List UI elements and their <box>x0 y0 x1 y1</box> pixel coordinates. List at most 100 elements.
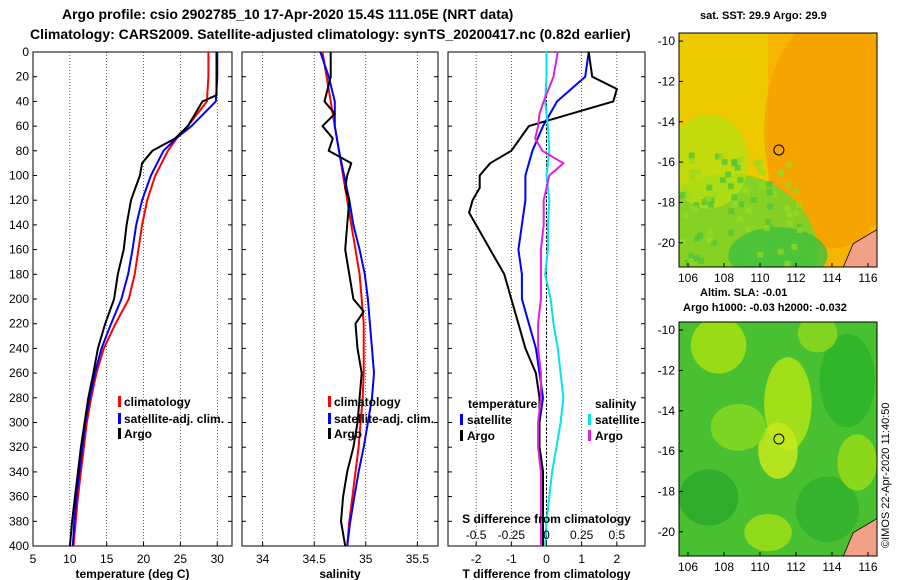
salinity-difference-tick-label: 0.5 <box>609 528 626 542</box>
temperature-line-1 <box>71 52 219 547</box>
difference-legend-salinity-title: salinity <box>595 397 637 411</box>
difference-legend-label: satellite <box>467 413 512 427</box>
panel-1-frame <box>32 51 233 547</box>
salinity-legend-label: Argo <box>334 427 362 441</box>
depth-tick-label: 0 <box>22 45 29 59</box>
difference-line-3 <box>534 51 565 546</box>
depth-tick-label: 260 <box>9 366 29 380</box>
sla-map-lon-label: 112 <box>786 560 805 574</box>
sla-map-title-line1: Altim. SLA: -0.01 <box>700 287 788 299</box>
salinity-legend-swatch <box>328 428 331 439</box>
temperature-legend-swatch <box>118 413 121 424</box>
panel-1-xtick-label: 25 <box>174 552 188 566</box>
sla-map-lat-label: -10 <box>658 323 676 337</box>
panel-2-xtick-label: 35 <box>359 552 373 566</box>
salinity-legend-label: satellite-adj. clim. <box>334 412 434 426</box>
difference-legend-swatch <box>460 430 463 441</box>
panel-3-xtick-label: -1 <box>506 552 517 566</box>
salinity-difference-tick-label: -0.5 <box>466 528 487 542</box>
sst-map-lon-label: 112 <box>786 271 805 285</box>
sst-map-lon-label: 110 <box>750 271 769 285</box>
panel-3-xtick-label: 0 <box>543 552 550 566</box>
sla-map-lon-label: 114 <box>822 560 841 574</box>
temperature-legend-swatch <box>118 396 121 407</box>
panel-1-xtick-label: 10 <box>63 552 77 566</box>
sst-map-frame <box>678 32 878 268</box>
sla-map-lon-label: 108 <box>714 560 734 574</box>
depth-tick-label: 120 <box>9 193 29 207</box>
panel-2-xlabel: salinity <box>319 567 361 580</box>
panel-1-xlabel: temperature (deg C) <box>75 567 189 580</box>
depth-tick-label: 280 <box>9 391 29 405</box>
sla-map-lat-label: -20 <box>658 525 676 539</box>
depth-tick-label: 180 <box>9 267 29 281</box>
salinity-legend-swatch <box>328 413 331 424</box>
depth-tick-label: 400 <box>9 539 29 553</box>
depth-tick-label: 200 <box>9 292 29 306</box>
sla-map-lat-label: -18 <box>658 484 676 498</box>
depth-tick-label: 300 <box>9 416 29 430</box>
difference-legend-swatch <box>588 414 591 425</box>
difference-legend-swatch <box>460 414 463 425</box>
sst-map-lon-label: 108 <box>714 271 734 285</box>
sst-map-lon-label: 106 <box>678 271 698 285</box>
depth-tick-label: 340 <box>9 465 29 479</box>
depth-tick-label: 40 <box>16 94 30 108</box>
sla-map-title-line2: Argo h1000: -0.03 h2000: -0.032 <box>683 302 847 314</box>
salinity-difference-axis-label: S difference from climatology <box>462 512 631 526</box>
sst-map-lat-label: -12 <box>658 74 676 88</box>
depth-tick-label: 220 <box>9 317 29 331</box>
salinity-difference-tick-label: -0.25 <box>498 528 526 542</box>
difference-legend-label: Argo <box>595 429 623 443</box>
salinity-line-2 <box>321 52 365 547</box>
salinity-legend-swatch <box>328 396 331 407</box>
sla-map-lon-label: 116 <box>858 560 877 574</box>
panel-2-xtick-label: 34 <box>256 552 270 566</box>
difference-legend-label: satellite <box>595 413 640 427</box>
salinity-legend-label: climatology <box>334 395 401 409</box>
panel-3-xtick-label: 1 <box>578 552 585 566</box>
sst-map-lat-label: -16 <box>658 155 676 169</box>
depth-tick-label: 140 <box>9 218 29 232</box>
salinity-line-1 <box>319 51 375 547</box>
difference-legend-swatch <box>588 430 591 441</box>
depth-tick-label: 60 <box>16 119 30 133</box>
panel-1-xtick-label: 30 <box>211 552 225 566</box>
sst-profile-location-marker <box>773 144 785 156</box>
difference-line-1 <box>468 51 618 546</box>
sst-map-lat-label: -20 <box>658 236 676 250</box>
panel-1-xtick-label: 20 <box>137 552 151 566</box>
sst-map-lat-label: -18 <box>658 195 676 209</box>
sst-map-title: sat. SST: 29.9 Argo: 29.9 <box>700 10 827 22</box>
difference-legend-temperature-title: temperature <box>468 397 538 411</box>
temperature-line-2 <box>68 52 218 547</box>
depth-tick-label: 20 <box>16 70 30 84</box>
depth-tick-label: 100 <box>9 169 29 183</box>
salinity-difference-tick-label: 0.25 <box>570 528 594 542</box>
panel-2-xtick-label: 34.5 <box>303 552 327 566</box>
depth-tick-label: 240 <box>9 341 29 355</box>
sla-map-lon-label: 106 <box>678 560 698 574</box>
depth-tick-label: 160 <box>9 243 29 257</box>
sst-map-lat-label: -10 <box>658 34 676 48</box>
panel-3-xtick-label: -2 <box>471 552 482 566</box>
sst-map-lon-label: 116 <box>858 271 877 285</box>
sla-map-lat-label: -12 <box>658 363 676 377</box>
temperature-legend-label: climatology <box>124 395 191 409</box>
depth-tick-label: 380 <box>9 514 29 528</box>
sst-map <box>678 32 878 268</box>
panel-2-xtick-label: 35.5 <box>406 552 430 566</box>
panel-3-xlabel: T difference from climatology <box>462 567 630 580</box>
difference-legend-label: Argo <box>467 429 495 443</box>
sla-map-lat-label: -16 <box>658 444 676 458</box>
sla-map-lat-label: -14 <box>658 404 676 418</box>
temperature-legend-label: Argo <box>124 427 152 441</box>
coastline <box>842 518 877 556</box>
panel-1-xtick-label: 5 <box>30 552 37 566</box>
depth-tick-label: 320 <box>9 440 29 454</box>
difference-line-2 <box>544 52 565 547</box>
depth-tick-label: 360 <box>9 490 29 504</box>
temperature-legend-swatch <box>118 428 121 439</box>
sst-map-lat-label: -14 <box>658 115 676 129</box>
